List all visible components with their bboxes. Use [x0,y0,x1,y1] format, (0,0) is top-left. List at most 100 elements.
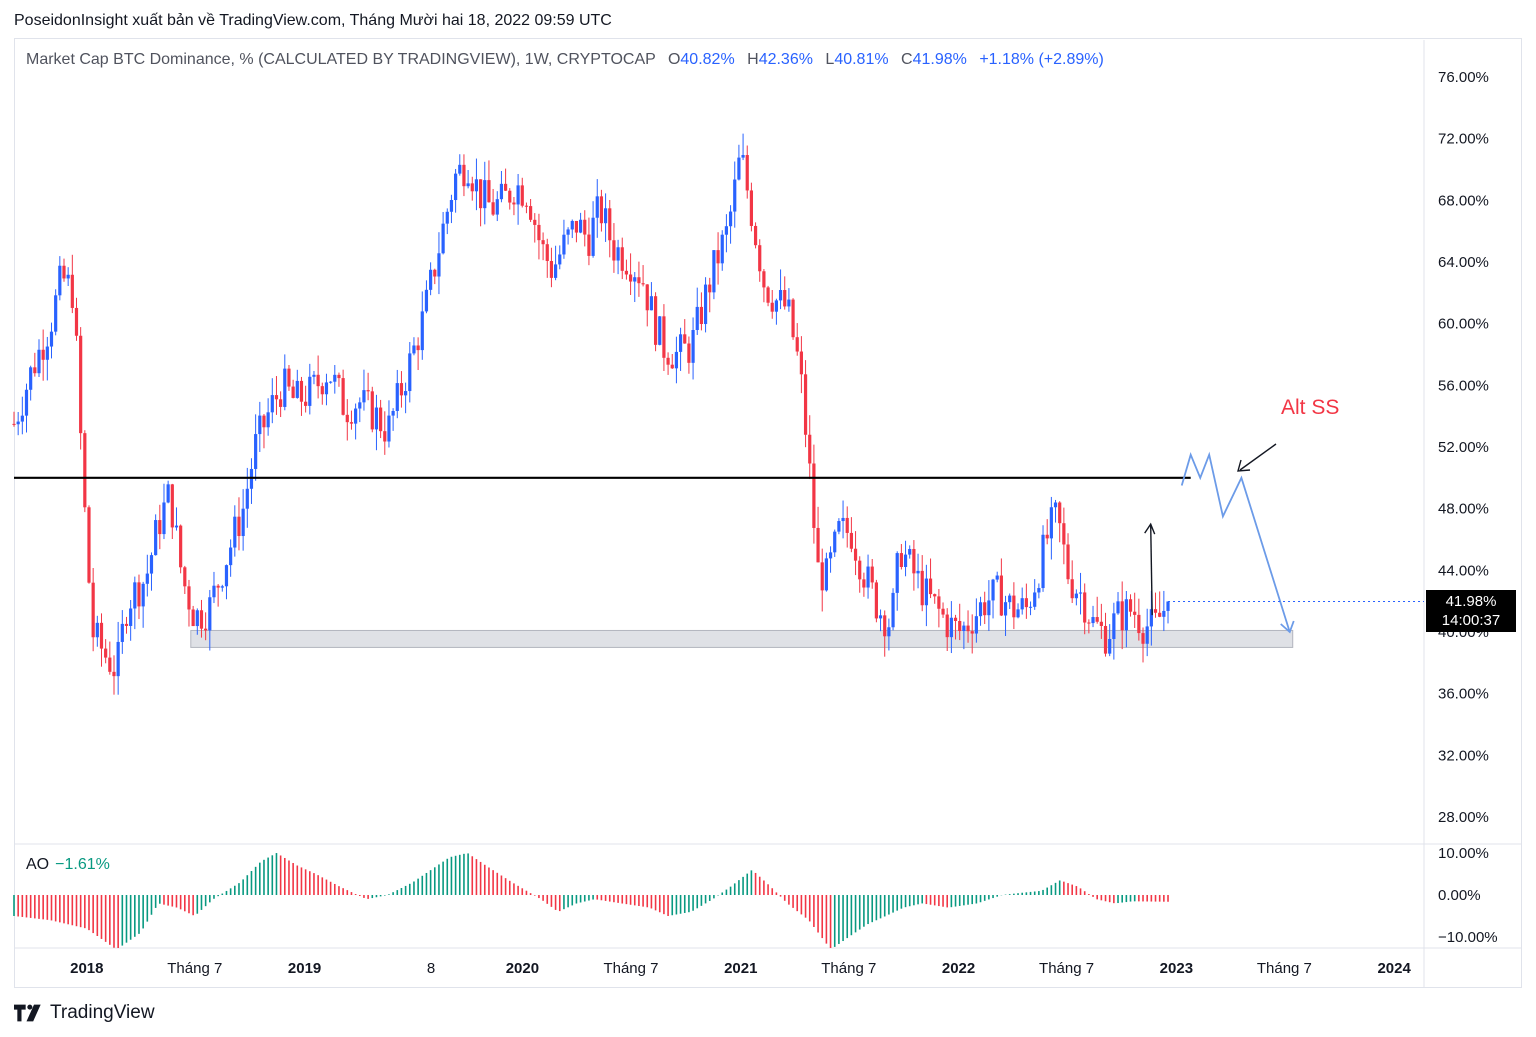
y-tick-label: 32.00% [1438,747,1489,764]
candle-body [762,271,766,288]
candle-body [670,364,674,369]
candle-body [87,507,91,583]
candle-body [1133,611,1137,615]
y-tick-label: 60.00% [1438,316,1489,333]
candle-body [841,517,845,522]
candle-body [66,274,70,279]
candle-body [1116,601,1120,614]
candle-body [920,570,924,606]
y-tick-label: 72.00% [1438,131,1489,148]
candle-body [1137,614,1141,634]
candle-body [887,627,891,637]
candle-body [783,290,787,307]
candle-body [858,560,862,580]
candle-body [229,547,233,566]
candle-body [341,378,345,415]
candle-body [274,395,279,400]
candle-body [233,516,237,548]
candle-body [924,578,928,606]
candle-body [370,391,374,430]
y-tick-label: 52.00% [1438,439,1489,456]
candle-body [374,407,379,430]
tradingview-brand[interactable]: TradingView [14,1002,155,1024]
candle-body [703,284,708,325]
candle-body [54,295,58,332]
candle-body [495,199,499,215]
candle-body [974,616,978,634]
candle-body [462,164,466,187]
candle-body [549,261,554,278]
candle-body [383,431,387,442]
candle-body [183,567,187,587]
candle-body [616,247,620,261]
candle-body [279,399,283,407]
candle-body [174,525,179,528]
projection-path [1180,451,1291,633]
candle-body [445,211,449,224]
candle-body [949,617,953,638]
candle-body [562,234,566,255]
candle-body [1141,633,1145,644]
x-tick-label: 2020 [506,960,539,977]
candle-body [928,578,933,595]
last-price: 41.98% [1445,593,1497,610]
candle-body [483,180,487,209]
symbol-title: Market Cap BTC Dominance, % (CALCULATED … [26,51,656,68]
candle-body [912,548,916,574]
candle-body [537,224,541,241]
candle-body [753,225,758,246]
candle-body [833,531,837,553]
candle-body [637,277,641,284]
candle-body [758,245,762,272]
candle-body [608,208,612,241]
candle-body [349,422,354,424]
candle-body [358,402,362,409]
candle-body [749,190,754,226]
candle-body [158,520,162,535]
candle-body [391,410,395,416]
candle-body [1149,609,1153,627]
candle-body [1158,612,1162,617]
candle-body [578,219,583,233]
candle-body [883,615,887,637]
candle-body [591,217,595,256]
high-value: 42.36% [758,51,813,68]
candle-body [83,433,87,508]
candle-body [745,155,749,191]
candle-body [245,488,249,509]
candle-body [237,516,241,537]
candle-body [1091,617,1095,624]
candle-body [112,671,116,677]
candle-body [499,183,504,200]
candle-body [933,594,937,597]
candle-body [533,219,537,225]
candle-body [624,270,629,275]
candle-body [787,299,791,307]
candle-body [195,610,199,627]
candle-body [953,617,958,621]
candle-body [583,219,587,235]
candle-body [945,614,949,638]
candle-body [283,368,287,407]
candle-body [470,183,474,192]
candle-body [437,253,441,277]
x-tick-label: Tháng 7 [167,960,222,977]
candle-body [108,657,112,672]
candle-body [1083,592,1087,623]
x-tick-label: 2018 [70,960,103,977]
candle-body [179,525,183,568]
candle-body [191,609,195,627]
candle-body [379,407,383,432]
candle-body [16,421,20,425]
candle-body [95,622,99,638]
candle-body [270,395,274,413]
candle-body [1037,588,1041,593]
candle-body [337,374,341,379]
candle-body [699,306,704,325]
alt-ss-annotation: Alt SS [1281,396,1340,419]
candle-body [458,164,462,174]
candle-body [691,329,695,363]
candle-body [791,299,795,338]
x-tick-label: Tháng 7 [1039,960,1094,977]
